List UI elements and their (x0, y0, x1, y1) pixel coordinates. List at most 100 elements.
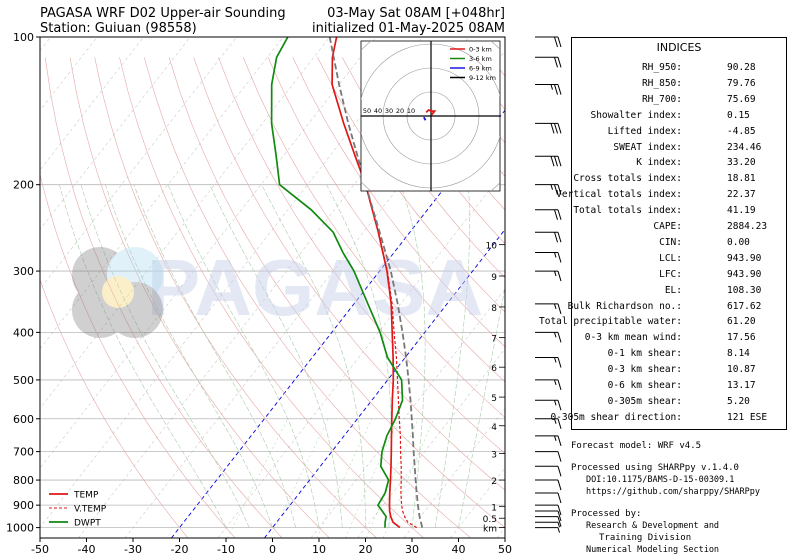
mixing-ratio-line (227, 418, 289, 538)
index-label: 0-3 km mean wind: (584, 332, 682, 344)
wind-barb (535, 231, 562, 243)
valid-time: 03-May Sat 08AM [+048hr] (327, 6, 505, 21)
header-right: 03-May Sat 08AM [+048hr] initialized 01-… (312, 6, 505, 36)
processed-by: Processed by: (571, 509, 642, 519)
wind-barb (535, 184, 562, 195)
legend-label: V.TEMP (74, 505, 107, 515)
mixing-ratio-line (270, 418, 329, 538)
processed-using: Processed using SHARPpy v.1.4.0 (571, 463, 739, 473)
index-row: RH_700: 75.69 (572, 94, 786, 109)
wind-barb (535, 527, 560, 533)
x-tick-label: 40 (452, 543, 466, 556)
isotherm-line (40, 37, 423, 529)
y-tick-label: 200 (13, 179, 34, 192)
height-label: 7 (491, 335, 497, 345)
profile-dwpt (270, 37, 404, 528)
x-tick-label: -10 (217, 543, 235, 556)
isotherm-line (496, 527, 505, 538)
dry-adiabat-line (143, 57, 471, 538)
index-value: 121 ESE (727, 411, 768, 423)
chart-legend: TEMP V.TEMP DWPT (49, 491, 107, 529)
dry-adiabat-line (40, 173, 236, 538)
wind-barb (535, 418, 562, 429)
wind-barb (535, 521, 560, 528)
height-label: 0.5 (483, 515, 497, 525)
index-label: 0-305m shear: (607, 395, 682, 407)
wind-barbs-column (535, 36, 562, 533)
mixing-ratio-line (382, 418, 435, 538)
index-label: EL: (664, 284, 682, 296)
wind-barb (535, 356, 562, 368)
index-row: 0-3 km mean wind: 17.56 (572, 332, 786, 347)
dry-adiabat-line (341, 57, 505, 279)
division-line-2: Training Division (599, 533, 692, 543)
height-label: 8 (491, 304, 497, 314)
y-tick-label: 900 (13, 499, 34, 512)
dry-adiabat-line (218, 57, 505, 454)
index-value: 0.15 (727, 109, 750, 121)
dry-adiabat-line (193, 57, 505, 491)
isotherm-line (450, 467, 505, 538)
x-tick-label: -50 (31, 543, 49, 556)
index-row: 0-305m shear direction: 121 ESE (550, 411, 786, 427)
moist-adiabat-line (80, 184, 250, 528)
profile-v-temp (365, 184, 418, 529)
index-label: 0-6 km shear: (607, 380, 682, 391)
dry-adiabat-line (292, 57, 505, 348)
index-label: RH_700: (641, 93, 682, 105)
height-label: 10 (486, 242, 498, 252)
hodograph-inset: 50 40 30 20 10 0-3 km3-6 km 6-9 km9-12 km (360, 40, 501, 192)
index-value: 22.37 (727, 189, 756, 201)
isotherm-line (124, 50, 505, 538)
index-row: 0-305m shear: 5.20 (572, 396, 786, 411)
y-tick-label: 500 (13, 374, 34, 387)
y-tick-label: 400 (13, 326, 34, 339)
forecast-model: Forecast model: WRF v4.5 (571, 441, 702, 451)
index-label: 0-3 km shear: (607, 364, 682, 376)
index-value: -4.85 (727, 125, 756, 137)
isotherm-line (357, 348, 505, 538)
isotherm-line (171, 109, 505, 538)
dry-adiabat-line (267, 57, 505, 383)
moist-adiabat-line (458, 285, 505, 528)
y-tick-label: 600 (13, 413, 34, 426)
wind-barb (535, 451, 562, 462)
height-label: km (483, 525, 497, 535)
hodograph-ring-label: 30 (385, 107, 393, 115)
section-name: Numerical Modeling Section (586, 545, 720, 555)
y-tick-label: 1000 (6, 522, 34, 535)
profile-temp (331, 37, 401, 529)
moist-adiabat-line (105, 184, 273, 528)
index-row: LFC: 943.90 (572, 269, 786, 284)
wind-barb (535, 492, 562, 504)
profile-parcel (328, 37, 424, 528)
hodograph-trace (425, 108, 437, 116)
index-label: RH_850: (641, 77, 682, 89)
index-row: EL: 108.30 (572, 285, 786, 300)
skewt-chart: PAGASA -50 -40 -30 -20 -10 0 10 20 30 40 501002003… (6, 31, 512, 556)
index-value: 75.69 (727, 93, 756, 105)
wind-barb (535, 465, 562, 477)
index-value: 10.87 (727, 364, 756, 376)
index-row: 0-1 km shear: 8.14 (572, 348, 786, 363)
wind-barb (535, 516, 562, 527)
height-label: 2 (491, 477, 497, 487)
index-value: 2884.23 (727, 221, 768, 232)
sharppy-url: https://github.com/sharppy/SHARPpy (586, 487, 760, 497)
index-value: 90.28 (727, 62, 756, 73)
index-value: 18.81 (727, 173, 756, 185)
hodograph-legend-label: 3-6 km (469, 55, 492, 63)
index-row: 0-3 km shear: 10.87 (572, 364, 786, 379)
legend-label: DWPT (74, 519, 101, 529)
index-label: RH_950: (641, 62, 682, 73)
indices-title: INDICES (656, 41, 702, 54)
index-value: 33.20 (727, 157, 756, 169)
x-tick-label: 20 (359, 543, 373, 556)
dry-adiabat-line (40, 278, 189, 538)
index-value: 13.17 (727, 380, 756, 391)
index-label: CAPE: (653, 221, 682, 232)
height-label: 6 (491, 364, 497, 374)
header-left: PAGASA WRF D02 Upper-air Sounding Statio… (40, 6, 286, 36)
hodograph-trace (423, 116, 427, 121)
mixing-ratio-line (366, 418, 419, 538)
